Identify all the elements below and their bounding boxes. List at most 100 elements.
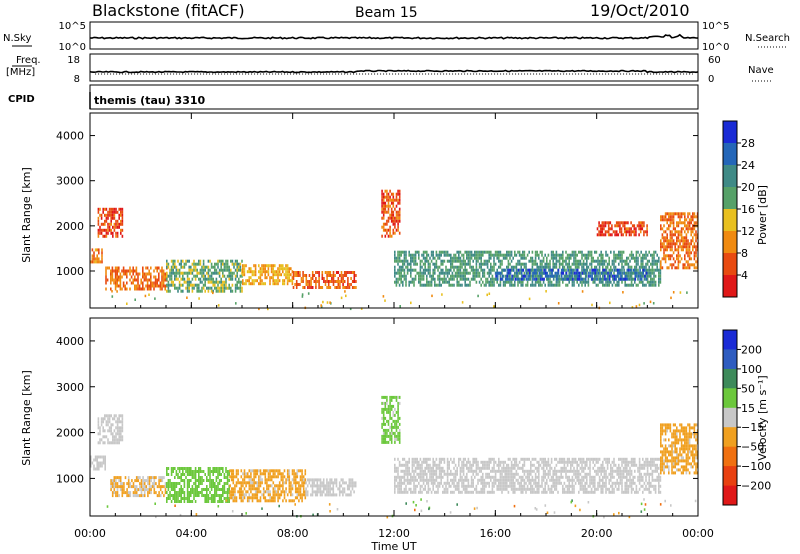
heatmap-cell xyxy=(506,466,508,470)
heatmap-cell xyxy=(541,250,543,254)
heatmap-cell xyxy=(301,481,303,485)
heatmap-cell xyxy=(190,268,192,272)
heatmap-cell xyxy=(210,479,213,482)
heatmap-cell xyxy=(491,466,494,470)
heatmap-cell xyxy=(589,250,591,254)
heatmap-cell xyxy=(506,265,508,269)
heatmap-cell xyxy=(384,428,387,432)
heatmap-cell xyxy=(170,494,173,497)
heatmap-cell xyxy=(220,488,222,491)
heatmap-cell xyxy=(656,262,658,266)
heatmap-cell xyxy=(137,275,139,279)
heatmap-cell xyxy=(105,281,107,285)
heatmap-cell xyxy=(499,274,502,278)
heatmap-cell xyxy=(558,253,561,257)
heatmap-cell xyxy=(469,283,471,287)
heatmap-cell xyxy=(634,268,637,272)
nsearch-tick-bottom: 10^0 xyxy=(702,42,729,53)
heatmap-cell xyxy=(267,273,270,277)
heatmap-cell xyxy=(419,268,422,272)
heatmap-cell xyxy=(386,222,388,226)
heatmap-cell xyxy=(235,475,238,479)
heatmap-cell xyxy=(413,460,415,464)
heatmap-cell xyxy=(217,259,219,263)
heatmap-cell xyxy=(243,475,246,479)
heatmap-cell xyxy=(121,216,124,220)
nave-tick-top: 60 xyxy=(708,55,721,66)
heatmap-cell xyxy=(615,230,618,234)
heatmap-cell xyxy=(478,280,481,284)
heatmap-cell xyxy=(446,259,449,263)
heatmap-cell xyxy=(608,274,611,278)
heatmap-cell xyxy=(126,287,128,291)
heatmap-cell xyxy=(217,283,219,287)
heatmap-cell xyxy=(248,496,251,500)
heatmap-cell xyxy=(163,476,165,480)
heatmap-cell xyxy=(623,224,626,228)
heatmap-cell xyxy=(645,283,647,287)
heatmap-cell xyxy=(493,283,495,287)
heatmap-cell xyxy=(392,213,395,217)
heatmap-cell xyxy=(253,279,255,283)
heatmap-cell xyxy=(480,481,482,485)
heatmap-cell xyxy=(692,236,694,240)
heatmap-cell xyxy=(161,479,164,483)
heatmap-cell xyxy=(178,470,181,473)
heatmap-cell xyxy=(421,274,423,278)
heatmap-cell xyxy=(129,485,132,489)
heatmap-cell xyxy=(520,475,522,479)
heatmap-cell xyxy=(242,279,244,283)
heatmap-cell xyxy=(502,481,505,485)
heatmap-cell xyxy=(301,293,304,296)
heatmap-cell xyxy=(538,280,540,284)
heatmap-cell xyxy=(217,304,220,307)
heatmap-cell xyxy=(660,218,662,222)
heatmap-cell xyxy=(299,475,302,479)
heatmap-cell xyxy=(626,262,628,266)
heatmap-cell xyxy=(389,404,391,408)
heatmap-cell xyxy=(424,250,426,254)
heatmap-cell xyxy=(653,262,655,266)
heatmap-cell xyxy=(231,277,234,281)
heatmap-cell xyxy=(506,268,509,272)
heatmap-cell xyxy=(560,271,563,275)
heatmap-cell xyxy=(464,283,466,287)
heatmap-cell xyxy=(462,484,465,488)
heatmap-cell xyxy=(102,429,104,433)
heatmap-cell xyxy=(186,467,189,470)
heatmap-cell xyxy=(400,265,402,269)
heatmap-cell xyxy=(685,218,688,222)
heatmap-cell xyxy=(326,493,328,497)
heatmap-cell xyxy=(525,487,527,491)
heatmap-cell xyxy=(242,496,244,500)
heatmap-cell xyxy=(342,478,344,482)
heatmap-cell xyxy=(483,283,486,287)
heatmap-cell xyxy=(254,273,257,277)
heatmap-cell xyxy=(199,259,202,263)
heatmap-cell xyxy=(448,268,450,272)
heatmap-cell xyxy=(651,265,654,269)
heatmap-cell xyxy=(110,479,112,483)
heatmap-cell xyxy=(605,268,608,272)
heatmap-cell xyxy=(167,286,170,290)
heatmap-cell xyxy=(94,260,97,264)
heatmap-cell xyxy=(270,484,273,488)
heatmap-cell xyxy=(591,277,593,281)
heatmap-cell xyxy=(145,272,147,276)
heatmap-cell xyxy=(305,490,307,494)
heatmap-cell xyxy=(506,271,509,275)
heatmap-cell xyxy=(687,242,689,246)
heatmap-cell xyxy=(386,398,388,402)
heatmap-cell xyxy=(663,218,665,222)
heatmap-cell xyxy=(466,271,468,275)
heatmap-cell xyxy=(232,478,235,482)
heatmap-cell xyxy=(643,265,646,269)
heatmap-cell xyxy=(320,304,322,307)
heatmap-cell xyxy=(650,283,652,287)
heatmap-cell xyxy=(122,272,125,276)
heatmap-cell xyxy=(303,286,306,289)
heatmap-cell xyxy=(405,250,407,254)
heatmap-cell xyxy=(182,277,184,281)
heatmap-cell xyxy=(642,280,644,284)
heatmap-cell xyxy=(220,265,222,269)
